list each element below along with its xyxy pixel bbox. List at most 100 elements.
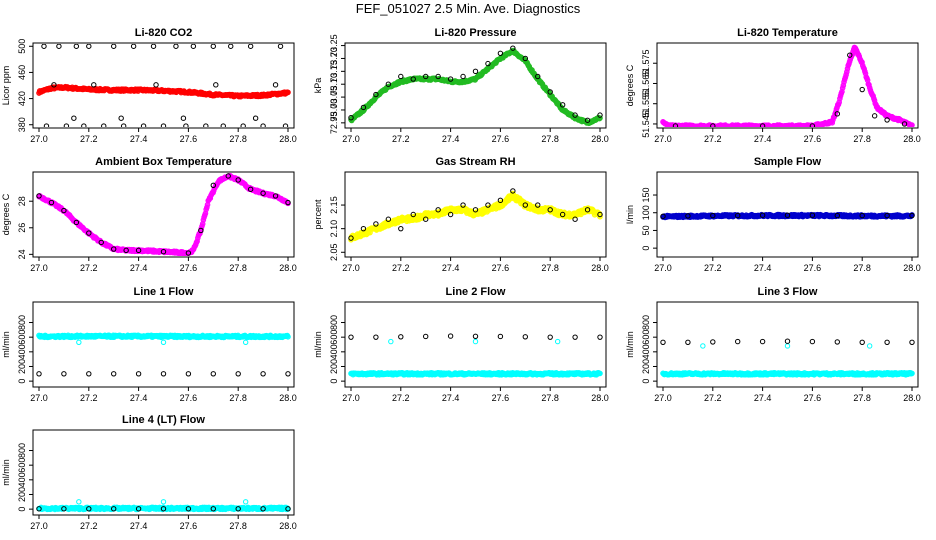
data-point [547, 334, 553, 340]
data-point [282, 123, 289, 127]
y-tick-label: 73.25 [329, 34, 339, 57]
data-point [485, 60, 491, 67]
data-point [76, 339, 82, 346]
plot-frame [344, 42, 607, 129]
data-point [572, 216, 578, 222]
series-1 [348, 45, 603, 123]
x-tick-label: 27.2 [80, 134, 98, 144]
data-point [584, 117, 591, 123]
x-tick-label: 27.8 [853, 263, 871, 273]
data-point [884, 117, 890, 123]
data-point [398, 334, 404, 340]
data-point [522, 202, 528, 208]
y-axis-label: l/min [625, 205, 635, 224]
data-point [242, 499, 249, 505]
y-tick-label: 51.545 [641, 110, 651, 138]
series-0 [660, 211, 915, 221]
x-tick-label: 27.6 [180, 134, 198, 144]
data-point [220, 123, 226, 127]
y-tick-label: 0 [641, 379, 651, 384]
x-tick-label: 28.0 [591, 263, 609, 273]
panel-2: Li-820 Temperature degrees C 27.0 27.2 27.4 2… [625, 27, 921, 144]
data-point [36, 506, 42, 512]
data-point [510, 188, 516, 194]
data-point [160, 339, 167, 346]
y-tick-label: 0 [641, 246, 651, 251]
series-0 [36, 332, 291, 341]
data-point [909, 122, 915, 127]
data-point [260, 506, 266, 512]
data-point [435, 73, 441, 80]
series-2 [36, 371, 291, 377]
x-tick-label: 27.4 [130, 263, 148, 273]
data-point [277, 44, 284, 49]
data-point [398, 225, 404, 232]
data-point [447, 211, 454, 218]
panel-title: Line 1 Flow [134, 286, 194, 298]
x-tick-label: 27.2 [392, 134, 410, 144]
data-point [185, 250, 192, 256]
data-point [423, 216, 429, 222]
x-tick-label: 27.6 [180, 263, 198, 273]
data-point [710, 123, 716, 127]
x-tick-label: 27.0 [30, 134, 48, 144]
data-point [447, 76, 454, 82]
data-point [51, 82, 57, 88]
x-tick-label: 27.2 [704, 393, 722, 403]
y-tick-label: 73.05 [329, 86, 339, 109]
data-point [784, 338, 791, 344]
series-0 [36, 504, 291, 513]
data-point [160, 371, 167, 377]
data-point [472, 207, 479, 213]
series-1 [388, 338, 561, 345]
x-tick-label: 27.6 [492, 263, 510, 273]
data-point [160, 506, 167, 512]
series-1 [660, 212, 915, 219]
data-point [871, 113, 878, 119]
data-point [759, 123, 766, 127]
data-point [410, 76, 416, 82]
data-point [809, 212, 816, 218]
data-point [61, 371, 67, 377]
panel-0: Li-820 CO2 Licor ppm 27.0 27.2 27.4 27.6 27.8 2… [1, 27, 297, 144]
data-point [809, 123, 816, 127]
y-tick-label: 400 [17, 472, 27, 487]
y-tick-label: 600 [17, 330, 27, 345]
y-axis-label: ml/min [1, 331, 11, 358]
data-point [260, 190, 266, 196]
x-tick-label: 28.0 [591, 134, 609, 144]
y-tick-label: 200 [641, 359, 651, 374]
x-tick-label: 27.0 [654, 134, 672, 144]
y-tick-label: 73.10 [329, 73, 339, 96]
panel-title: Ambient Box Temperature [95, 156, 232, 168]
data-point [240, 123, 246, 127]
x-tick-label: 28.0 [279, 393, 297, 403]
series-0 [36, 83, 291, 100]
data-point [597, 112, 603, 118]
data-point [180, 115, 187, 121]
data-point [86, 371, 92, 377]
data-point [36, 193, 42, 199]
x-tick-label: 27.2 [704, 134, 722, 144]
plot-area [348, 188, 603, 243]
data-point [130, 44, 137, 49]
y-axis-label: ml/min [625, 331, 635, 358]
data-point [118, 115, 124, 121]
y-tick-label: 2.05 [329, 244, 339, 262]
data-point [522, 334, 528, 340]
y-tick-label: 400 [17, 344, 27, 359]
data-point [510, 45, 516, 51]
y-axis-label: ml/min [313, 331, 323, 358]
x-tick-label: 27.8 [541, 263, 559, 273]
data-point [260, 123, 266, 127]
x-tick-label: 27.2 [80, 521, 98, 531]
data-point [348, 235, 354, 241]
y-tick-label: 0 [17, 379, 27, 384]
y-tick-label: 28 [17, 196, 27, 206]
data-point [759, 212, 766, 218]
plot-frame [656, 171, 919, 258]
data-point [385, 81, 392, 87]
data-point [285, 506, 291, 512]
y-tick-label: 200 [17, 359, 27, 374]
y-tick-label: 800 [641, 315, 651, 330]
